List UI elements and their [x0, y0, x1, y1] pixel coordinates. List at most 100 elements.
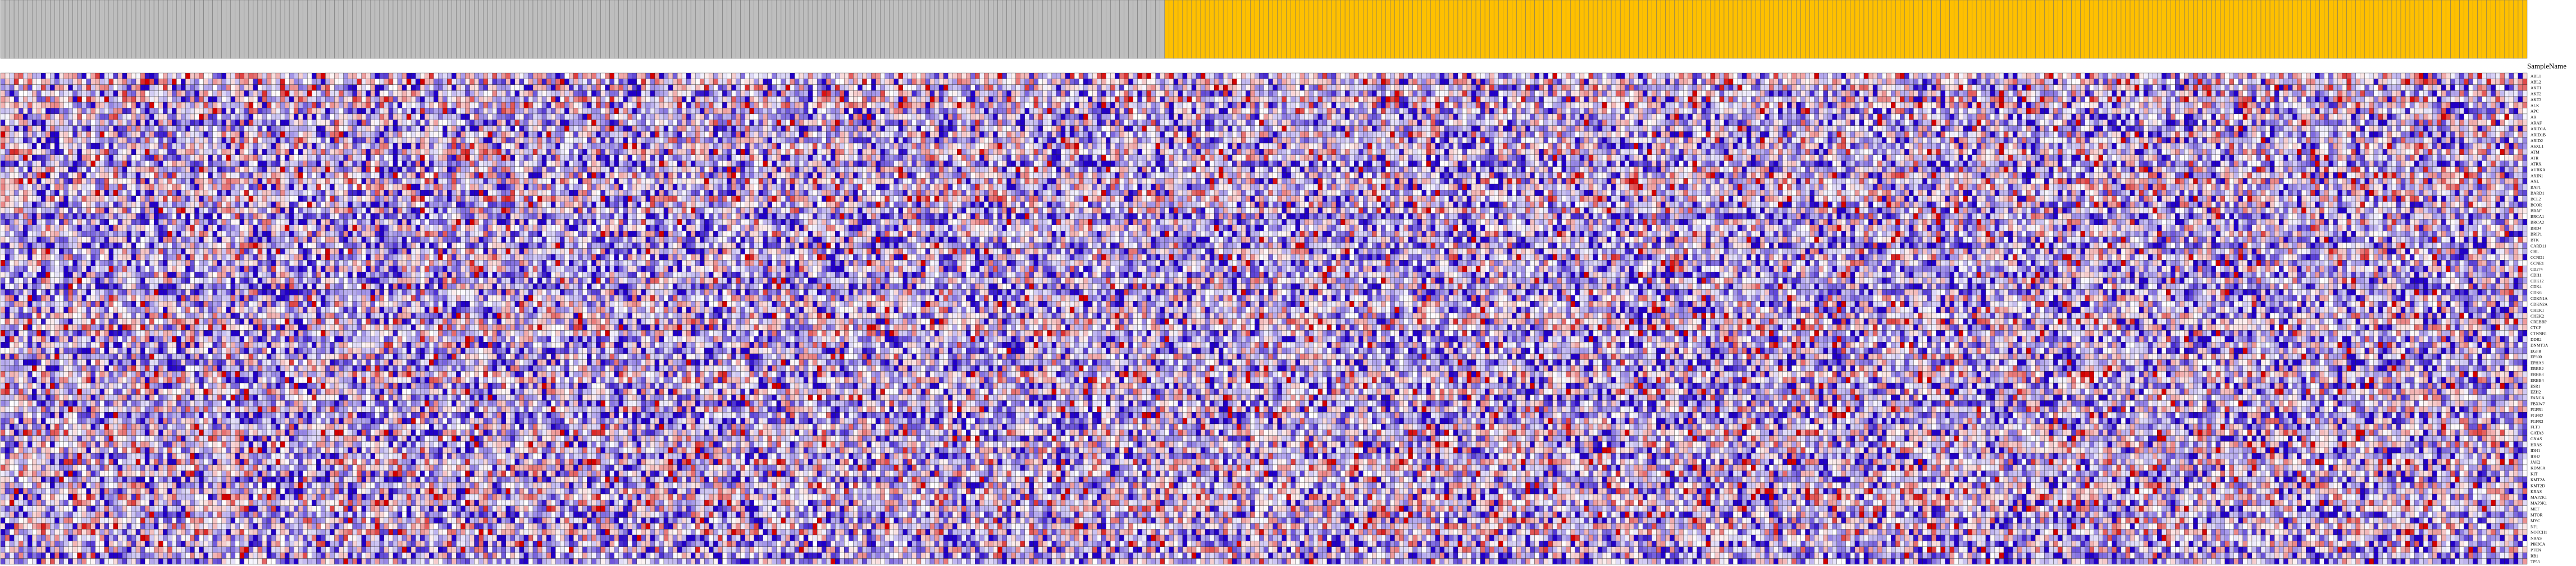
group-cell [217, 0, 222, 58]
heatmap-cell [145, 79, 149, 84]
heatmap-cell [226, 73, 231, 79]
heatmap-cell [979, 85, 984, 90]
heatmap-cell [1002, 79, 1007, 84]
heatmap-cell [1507, 73, 1512, 79]
heatmap-cell [943, 79, 948, 84]
heatmap-cell [1169, 73, 1174, 79]
heatmap-cell [104, 85, 109, 90]
heatmap-cell [1765, 73, 1769, 79]
group-cell [2072, 0, 2076, 58]
heatmap-cell [2514, 79, 2518, 84]
heatmap-cell [1169, 85, 1174, 90]
group-cell [1589, 0, 1593, 58]
heatmap-cell [2437, 73, 2441, 79]
heatmap-cell [745, 73, 750, 79]
heatmap-cell [1512, 85, 1516, 90]
heatmap-cell [510, 73, 515, 79]
group-cell [2333, 0, 2338, 58]
group-cell [948, 0, 952, 58]
heatmap-cell [208, 73, 213, 79]
heatmap-cell [479, 79, 484, 84]
heatmap-cell [1367, 73, 1372, 79]
heatmap-cell [1016, 73, 1020, 79]
heatmap-cell [199, 79, 203, 84]
heatmap-cell [682, 85, 686, 90]
heatmap-cell [28, 85, 32, 90]
group-cell [1922, 0, 1927, 58]
heatmap-cell [19, 73, 23, 79]
heatmap-cell [1575, 85, 1580, 90]
heatmap-cell [668, 85, 673, 90]
heatmap-cell [1697, 85, 1702, 90]
heatmap-cell [1318, 73, 1323, 79]
heatmap-cell [1494, 73, 1498, 79]
heatmap-cell [2459, 85, 2464, 90]
heatmap-cell [1241, 73, 1246, 79]
heatmap-cell [732, 79, 736, 84]
heatmap-cell [1968, 73, 1972, 79]
heatmap-cell [14, 79, 19, 84]
heatmap-cell [1404, 73, 1408, 79]
heatmap-cell [2247, 85, 2252, 90]
heatmap-cell [826, 73, 831, 79]
heatmap-cell [984, 79, 988, 84]
heatmap-cell [2112, 73, 2117, 79]
heatmap-cell [1954, 85, 1959, 90]
heatmap-cell [2392, 79, 2396, 84]
heatmap-cell [267, 85, 271, 90]
heatmap-cell [1981, 85, 1986, 90]
group-cell [1341, 0, 1345, 58]
heatmap-cell [1950, 73, 1954, 79]
group-cell [1147, 0, 1151, 58]
heatmap-cell [1886, 73, 1891, 79]
heatmap-cell [1480, 79, 1485, 84]
group-cell [804, 0, 808, 58]
heatmap-cell [515, 79, 519, 84]
heatmap-cell [1895, 73, 1900, 79]
heatmap-cell [750, 73, 754, 79]
heatmap-cell [1097, 73, 1101, 79]
heatmap-cell [2351, 85, 2356, 90]
heatmap-cell [2505, 73, 2509, 79]
heatmap-cell [2487, 85, 2491, 90]
heatmap-cell [2117, 73, 2121, 79]
heatmap-cell [2203, 85, 2207, 90]
group-cell [1318, 0, 1323, 58]
group-cell [1471, 0, 1476, 58]
group-cell [411, 0, 416, 58]
group-cell [240, 0, 244, 58]
heatmap-cell [1656, 85, 1661, 90]
heatmap-cell [1408, 85, 1413, 90]
group-cell [488, 0, 493, 58]
heatmap-cell [1760, 73, 1765, 79]
group-annotation-band [1, 0, 2527, 58]
heatmap-cell [276, 73, 280, 79]
heatmap-cell [537, 79, 542, 84]
heatmap-cell [1548, 85, 1553, 90]
heatmap-cell [2049, 85, 2053, 90]
heatmap-cell [2234, 79, 2238, 84]
group-cell [691, 0, 695, 58]
heatmap-cell [610, 85, 614, 90]
heatmap-cell [452, 79, 456, 84]
heatmap-cell [1394, 73, 1399, 79]
heatmap-cell [2265, 79, 2270, 84]
heatmap-cell [1079, 79, 1083, 84]
heatmap-cell [1201, 73, 1205, 79]
heatmap-cell [2081, 73, 2085, 79]
heatmap-cell [1110, 73, 1115, 79]
heatmap-cell [2252, 73, 2256, 79]
heatmap-cell [2283, 85, 2288, 90]
heatmap-cell [37, 73, 41, 79]
heatmap-cell [1034, 85, 1038, 90]
heatmap-cell [700, 73, 704, 79]
group-cell [1196, 0, 1201, 58]
heatmap-cell [1426, 73, 1431, 79]
heatmap-cell [158, 90, 163, 96]
heatmap-cell [1210, 85, 1214, 90]
group-cell [402, 0, 407, 58]
heatmap-cell [2487, 79, 2491, 84]
heatmap-cell [1977, 85, 1981, 90]
heatmap-cell [966, 73, 970, 79]
group-cell [2469, 0, 2473, 58]
